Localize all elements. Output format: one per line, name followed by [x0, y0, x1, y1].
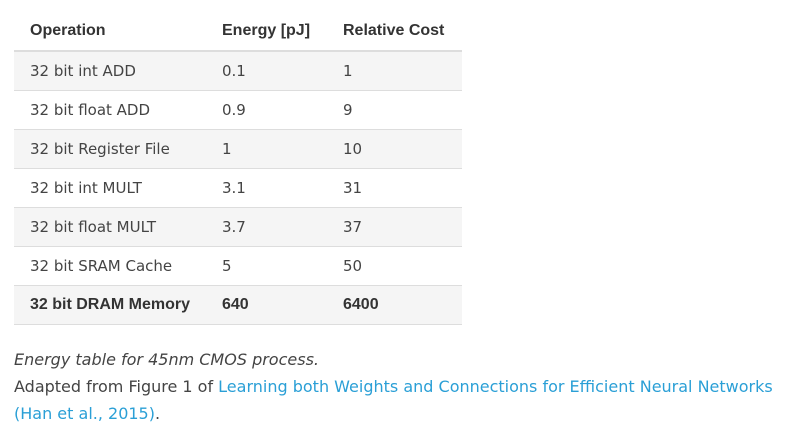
cell-operation: 32 bit DRAM Memory: [14, 285, 206, 325]
table-row: 32 bit int MULT 3.1 31: [14, 168, 462, 208]
cell-relative-cost: 37: [327, 207, 462, 247]
cell-energy: 0.1: [206, 51, 327, 91]
header-row: Operation Energy [pJ] Relative Cost: [14, 12, 462, 52]
header-operation: Operation: [14, 12, 206, 52]
caption-suffix: .: [154, 404, 161, 423]
paper-reference-link[interactable]: Learning both Weights and Connections fo…: [14, 377, 773, 423]
cell-operation: 32 bit SRAM Cache: [14, 246, 206, 286]
cell-operation: 32 bit Register File: [14, 129, 206, 169]
energy-table: Operation Energy [pJ] Relative Cost 32 b…: [14, 12, 462, 325]
cell-operation: 32 bit int ADD: [14, 51, 206, 91]
energy-table-container: Operation Energy [pJ] Relative Cost 32 b…: [14, 12, 462, 325]
table-row-highlight: 32 bit DRAM Memory 640 6400: [14, 285, 462, 325]
cell-relative-cost: 50: [327, 246, 462, 286]
cell-operation: 32 bit int MULT: [14, 168, 206, 208]
table-row: 32 bit SRAM Cache 5 50: [14, 246, 462, 286]
cell-operation: 32 bit float MULT: [14, 207, 206, 247]
cell-energy: 640: [206, 285, 327, 325]
table-row: 32 bit int ADD 0.1 1: [14, 51, 462, 91]
cell-energy: 3.1: [206, 168, 327, 208]
cell-energy: 5: [206, 246, 327, 286]
cell-relative-cost: 10: [327, 129, 462, 169]
table-caption: Energy table for 45nm CMOS process. Adap…: [14, 346, 799, 427]
caption-adapted-prefix: Adapted from Figure 1 of: [14, 377, 219, 396]
table-row: 32 bit float MULT 3.7 37: [14, 207, 462, 247]
cell-energy: 1: [206, 129, 327, 169]
table-body: 32 bit int ADD 0.1 1 32 bit float ADD 0.…: [14, 51, 462, 325]
header-energy: Energy [pJ]: [206, 12, 327, 52]
cell-operation: 32 bit float ADD: [14, 90, 206, 130]
header-relative-cost: Relative Cost: [327, 12, 462, 52]
cell-energy: 3.7: [206, 207, 327, 247]
table-header: Operation Energy [pJ] Relative Cost: [14, 12, 462, 52]
cell-relative-cost: 1: [327, 51, 462, 91]
cell-relative-cost: 9: [327, 90, 462, 130]
caption-italic-text: Energy table for 45nm CMOS process.: [14, 350, 319, 369]
cell-relative-cost: 31: [327, 168, 462, 208]
cell-energy: 0.9: [206, 90, 327, 130]
table-row: 32 bit Register File 1 10: [14, 129, 462, 169]
table-row: 32 bit float ADD 0.9 9: [14, 90, 462, 130]
cell-relative-cost: 6400: [327, 285, 462, 325]
